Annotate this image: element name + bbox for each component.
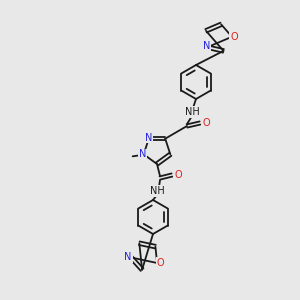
Text: NH: NH <box>150 186 164 196</box>
Text: N: N <box>145 133 152 143</box>
Text: O: O <box>202 118 210 128</box>
Text: O: O <box>174 170 182 180</box>
Text: O: O <box>156 258 164 268</box>
Text: O: O <box>230 32 238 42</box>
Text: N: N <box>139 149 146 159</box>
Text: N: N <box>124 253 132 262</box>
Text: N: N <box>203 41 210 51</box>
Text: NH: NH <box>184 107 200 117</box>
